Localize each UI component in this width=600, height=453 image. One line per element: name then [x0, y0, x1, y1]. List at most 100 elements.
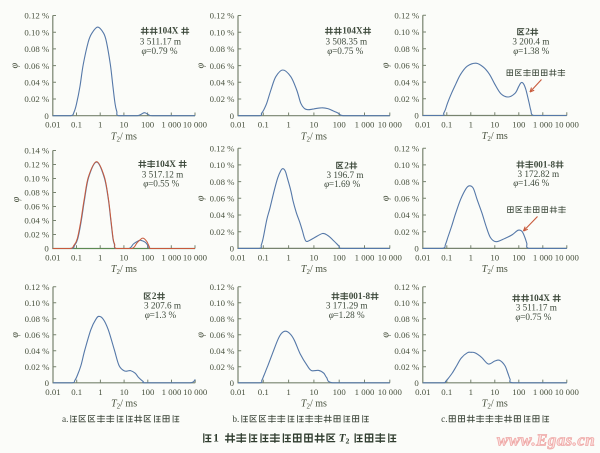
svg-text:10 000: 10 000 [378, 120, 403, 130]
svg-text:3 172.82 m: 3 172.82 m [518, 169, 560, 179]
svg-text:0.08 %: 0.08 % [210, 177, 236, 187]
svg-text:T2/ ms: T2/ ms [301, 264, 327, 276]
svg-text:0.04 %: 0.04 % [25, 346, 51, 356]
svg-text:φ: φ [11, 196, 22, 202]
svg-text:0.1: 0.1 [258, 120, 269, 130]
svg-text:0.02 %: 0.02 % [394, 94, 420, 104]
svg-text:=0.55 %: =0.55 % [148, 179, 180, 189]
svg-text:0.10 %: 0.10 % [394, 298, 420, 308]
svg-text:10 000: 10 000 [555, 387, 580, 397]
svg-text:T2/ ms: T2/ ms [111, 264, 137, 276]
svg-text:0.10 %: 0.10 % [210, 27, 236, 37]
svg-text:www.Egas.cn: www.Egas.cn [497, 431, 595, 450]
svg-text:0.14 %: 0.14 % [24, 146, 50, 156]
svg-text:=0.75 %: =0.75 % [332, 46, 364, 56]
svg-text:T2/ ms: T2/ ms [111, 131, 137, 143]
svg-text:1 000: 1 000 [533, 252, 553, 262]
svg-text:0: 0 [414, 378, 419, 388]
svg-text:φ: φ [513, 46, 518, 56]
svg-text:2: 2 [525, 27, 530, 37]
svg-text:0.1: 0.1 [258, 252, 269, 262]
svg-text:0.12 %: 0.12 % [210, 282, 236, 292]
svg-text:=1.69 %: =1.69 % [329, 179, 361, 189]
svg-text:0.01: 0.01 [45, 253, 60, 263]
svg-text:1 000: 1 000 [162, 387, 182, 397]
svg-text:10: 10 [310, 387, 319, 397]
svg-text:0.1: 0.1 [441, 120, 452, 130]
svg-text:0.04 %: 0.04 % [394, 210, 420, 220]
svg-text:T2/ ms: T2/ ms [301, 398, 327, 410]
svg-text:=1.3 %: =1.3 % [150, 310, 177, 320]
svg-text:1 000: 1 000 [355, 252, 375, 262]
svg-text:φ: φ [143, 179, 148, 189]
svg-text:1: 1 [469, 120, 473, 130]
svg-text:0.04 %: 0.04 % [210, 210, 236, 220]
svg-text:100: 100 [333, 252, 347, 262]
svg-text:10: 10 [120, 387, 129, 397]
svg-text:T2/ ms: T2/ ms [482, 398, 508, 410]
svg-text:=1.28 %: =1.28 % [334, 310, 366, 320]
svg-text:0.08 %: 0.08 % [24, 44, 50, 54]
svg-text:100: 100 [333, 120, 347, 130]
svg-text:1: 1 [98, 253, 102, 263]
svg-text:T2/ ms: T2/ ms [301, 131, 327, 143]
svg-text:10 000: 10 000 [183, 120, 208, 130]
svg-text:0.06 %: 0.06 % [210, 61, 236, 71]
svg-text:φ: φ [329, 310, 334, 320]
svg-text:0.06 %: 0.06 % [210, 330, 236, 340]
svg-text:3 171.29 m: 3 171.29 m [326, 301, 368, 311]
svg-text:0.01: 0.01 [415, 252, 430, 262]
svg-text:0.01: 0.01 [45, 387, 60, 397]
svg-text:0: 0 [414, 111, 419, 121]
svg-text:0.02 %: 0.02 % [210, 94, 236, 104]
svg-text:0.06 %: 0.06 % [24, 61, 50, 71]
svg-text:3 196.7 m: 3 196.7 m [327, 170, 364, 180]
svg-text:10 000: 10 000 [555, 252, 580, 262]
svg-text:10: 10 [310, 252, 319, 262]
svg-text:0.08 %: 0.08 % [25, 314, 51, 324]
svg-text:0.04 %: 0.04 % [394, 77, 420, 87]
svg-text:φ: φ [196, 332, 207, 338]
svg-text:φ: φ [381, 62, 392, 68]
svg-text:1: 1 [469, 387, 473, 397]
svg-text:10: 10 [120, 253, 129, 263]
svg-text:001-8: 001-8 [534, 159, 556, 169]
svg-text:φ: φ [327, 46, 332, 56]
svg-text:0.02 %: 0.02 % [25, 362, 51, 372]
svg-text:1 000: 1 000 [533, 387, 553, 397]
svg-text:0.10 %: 0.10 % [210, 298, 236, 308]
svg-text:0.12 %: 0.12 % [394, 143, 420, 153]
svg-text:1 000: 1 000 [355, 387, 375, 397]
svg-text:φ: φ [142, 46, 147, 56]
svg-text:1 000: 1 000 [355, 120, 375, 130]
svg-text:1: 1 [286, 252, 290, 262]
svg-text:10: 10 [310, 120, 319, 130]
svg-text:0.01: 0.01 [230, 387, 245, 397]
svg-text:φ: φ [10, 332, 21, 338]
svg-text:100: 100 [333, 387, 347, 397]
svg-text:0.06 %: 0.06 % [24, 202, 50, 212]
svg-text:3 207.6 m: 3 207.6 m [144, 301, 181, 311]
svg-text:100: 100 [512, 120, 526, 130]
svg-text:=0.79 %: =0.79 % [146, 46, 178, 56]
svg-text:104X: 104X [156, 159, 177, 169]
svg-text:1: 1 [98, 120, 102, 130]
svg-text:φ: φ [196, 62, 207, 68]
svg-text:0.06 %: 0.06 % [394, 330, 420, 340]
svg-text:1: 1 [286, 120, 290, 130]
svg-text:3 508.35 m: 3 508.35 m [326, 37, 368, 47]
svg-text:0.1: 0.1 [71, 253, 82, 263]
svg-text:0.12 %: 0.12 % [24, 11, 50, 21]
svg-text:0: 0 [414, 244, 419, 254]
svg-text:0.08 %: 0.08 % [24, 188, 50, 198]
svg-text:0: 0 [230, 378, 235, 388]
svg-text:0.04 %: 0.04 % [210, 78, 236, 88]
svg-text:1: 1 [98, 387, 102, 397]
svg-text:0: 0 [44, 111, 49, 121]
svg-text:T2/ ms: T2/ ms [111, 398, 137, 410]
svg-text:0.1: 0.1 [71, 120, 82, 130]
svg-text:100: 100 [512, 252, 526, 262]
svg-text:0.08 %: 0.08 % [394, 177, 420, 187]
svg-text:φ: φ [513, 178, 518, 188]
svg-text:10: 10 [120, 120, 129, 130]
